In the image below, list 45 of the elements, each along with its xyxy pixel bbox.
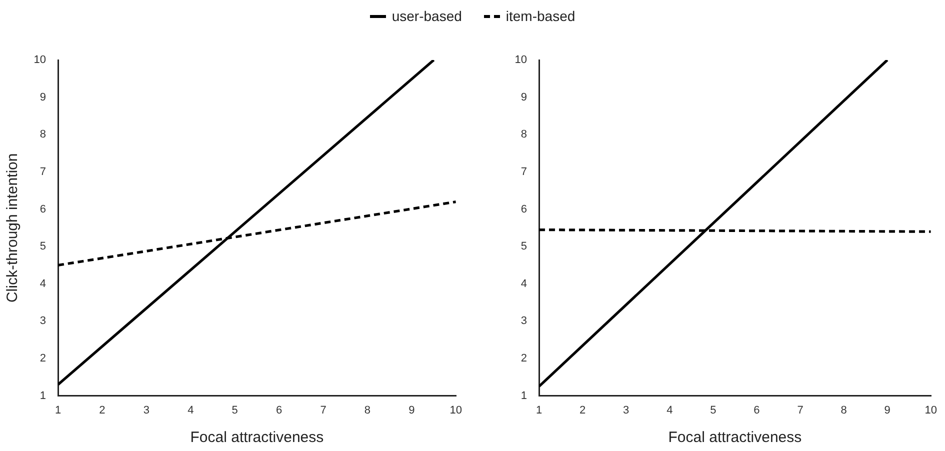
x-tick-label: 10	[450, 404, 462, 416]
x-tick-label: 9	[884, 404, 890, 416]
y-tick-label: 7	[40, 166, 46, 178]
x-tick-label: 2	[579, 404, 586, 416]
x-tick-label: 5	[710, 404, 716, 416]
y-tick-label: 9	[40, 91, 46, 104]
x-tick-label: 7	[797, 404, 804, 416]
y-tick-label: 1	[40, 390, 46, 402]
y-tick-label: 1	[520, 390, 527, 402]
x-tick-label: 10	[924, 404, 938, 416]
y-tick-label: 5	[520, 240, 527, 253]
x-tick-label: 2	[99, 404, 106, 416]
x-tick-label: 3	[143, 404, 150, 416]
x-tick-label: 9	[408, 404, 415, 416]
y-axis-title: Click-through intention	[4, 153, 22, 303]
x-tick-label: 8	[364, 404, 371, 416]
y-tick-label: 10	[34, 54, 46, 66]
legend-label: user-based	[392, 8, 462, 24]
x-axis-title: Focal attractiveness	[668, 429, 802, 446]
x-axis-title: Focal attractiveness	[190, 429, 324, 446]
legend-label: item-based	[506, 8, 576, 24]
y-tick-label: 4	[520, 278, 527, 290]
y-tick-label: 6	[40, 203, 46, 216]
y-tick-label: 2	[40, 352, 46, 365]
y-tick-label: 4	[40, 278, 46, 290]
y-tick-label: 6	[520, 203, 527, 216]
x-tick-label: 4	[666, 404, 673, 416]
y-tick-label: 8	[520, 128, 527, 141]
y-tick-label: 7	[520, 166, 527, 178]
y-tick-label: 10	[514, 54, 527, 66]
y-tick-label: 3	[520, 315, 527, 328]
x-tick-label: 5	[232, 404, 238, 416]
y-tick-label: 2	[520, 352, 527, 365]
x-tick-label: 3	[623, 404, 630, 416]
x-tick-label: 1	[536, 404, 542, 416]
y-tick-label: 5	[40, 240, 46, 253]
x-tick-label: 6	[754, 404, 760, 416]
x-tick-label: 7	[320, 404, 326, 416]
x-tick-label: 6	[276, 404, 282, 416]
x-tick-label: 8	[840, 404, 847, 416]
x-tick-label: 1	[54, 404, 62, 416]
x-tick-label: 4	[188, 404, 194, 416]
y-tick-label: 9	[520, 91, 527, 104]
y-tick-label: 3	[40, 315, 46, 328]
y-tick-label: 8	[40, 128, 46, 141]
